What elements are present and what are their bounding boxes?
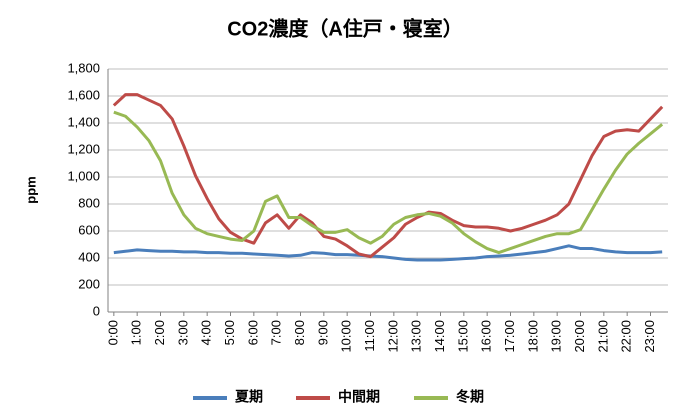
y-tick-label: 1,800: [67, 60, 100, 75]
x-tick-label: 4:00: [199, 320, 214, 345]
y-tick-label: 400: [78, 249, 100, 264]
y-tick-label: 200: [78, 276, 100, 291]
x-tick-label: 1:00: [129, 320, 144, 345]
chart-title: CO2濃度（A住戸・寝室）: [227, 16, 463, 40]
x-tick-label: 17:00: [502, 320, 517, 353]
legend-label: 中間期: [338, 389, 380, 405]
x-tick-label: 22:00: [619, 320, 634, 353]
x-tick-label: 15:00: [455, 320, 470, 353]
x-tick-label: 0:00: [105, 320, 120, 345]
x-tick-label: 9:00: [315, 320, 330, 345]
y-tick-label: 1,400: [67, 114, 100, 129]
x-tick-label: 21:00: [595, 320, 610, 353]
y-tick-label: 600: [78, 222, 100, 237]
y-tick-label: 1,600: [67, 87, 100, 102]
x-tick-label: 5:00: [222, 320, 237, 345]
x-tick-label: 3:00: [175, 320, 190, 345]
x-tick-label: 16:00: [479, 320, 494, 353]
x-tick-label: 13:00: [409, 320, 424, 353]
x-tick-label: 10:00: [339, 320, 354, 353]
x-tick-label: 6:00: [245, 320, 260, 345]
legend-label: 夏期: [235, 389, 263, 405]
x-tick-label: 8:00: [292, 320, 307, 345]
series-line: [113, 110, 664, 255]
x-tick-label: 23:00: [642, 320, 657, 353]
x-tick-label: 12:00: [385, 320, 400, 353]
legend-label: 冬期: [456, 389, 484, 405]
y-axis-title: ppm: [23, 176, 38, 203]
y-tick-label: 800: [78, 195, 100, 210]
x-tick-label: 14:00: [432, 320, 447, 353]
x-tick-label: 20:00: [572, 320, 587, 353]
x-tick-label: 18:00: [525, 320, 540, 353]
x-tick-label: 11:00: [362, 320, 377, 352]
x-tick-label: 2:00: [152, 320, 167, 345]
y-tick-label: 0: [93, 303, 100, 318]
y-tick-label: 1,200: [67, 141, 100, 156]
y-tick-label: 1,000: [67, 168, 100, 183]
series-line: [112, 93, 664, 259]
x-tick-label: 7:00: [269, 320, 284, 345]
series-line: [113, 244, 663, 262]
x-tick-label: 19:00: [549, 320, 564, 353]
